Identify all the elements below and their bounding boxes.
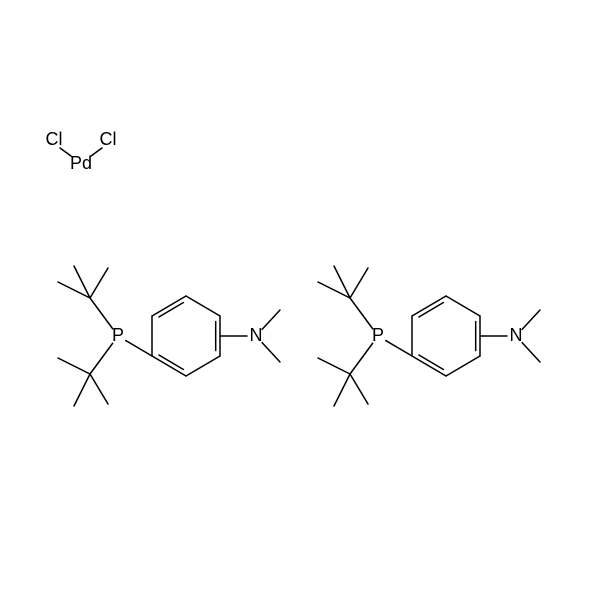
phosphorus-atom: P (112, 325, 124, 345)
ligand-left: PN (58, 266, 280, 406)
palladium-atom: Pd (70, 153, 92, 173)
chlorine-atom-2: Cl (100, 129, 117, 149)
nitrogen-atom: N (250, 325, 263, 345)
nitrogen-atom: N (510, 325, 523, 345)
ligand-right: PN (318, 266, 540, 406)
chemical-structure-canvas: Cl Pd Cl PN PN (0, 0, 600, 600)
pdcl2-fragment: Cl Pd Cl (46, 129, 117, 173)
phosphorus-atom: P (372, 325, 384, 345)
chlorine-atom-1: Cl (46, 129, 63, 149)
